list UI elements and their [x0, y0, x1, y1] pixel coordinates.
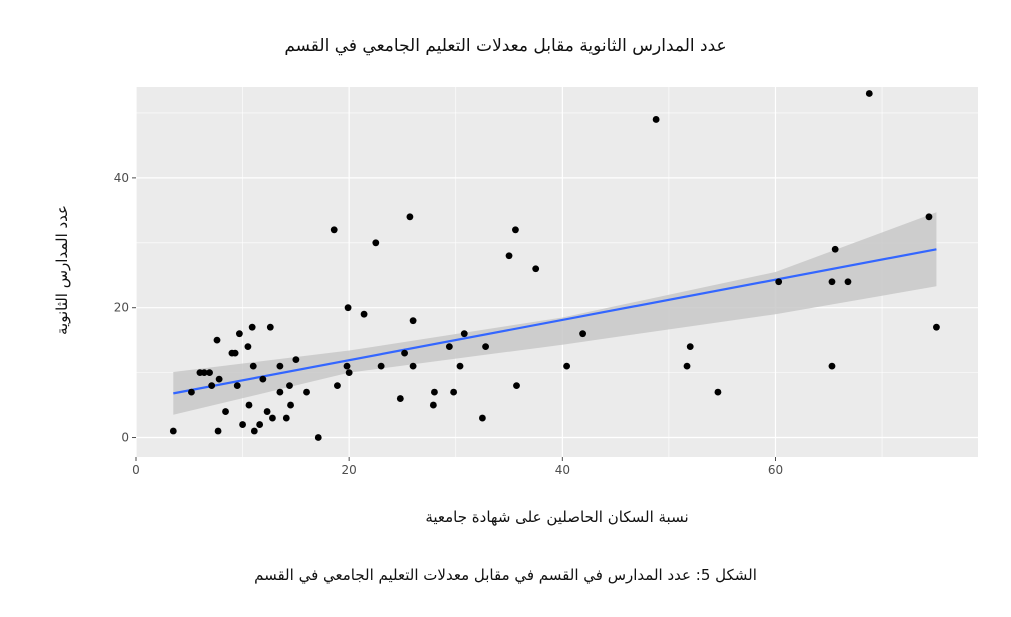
data-point	[235, 330, 243, 338]
regression-line	[173, 248, 937, 395]
data-point	[286, 382, 293, 389]
x-axis-ticks: 0 20 40 60	[132, 457, 783, 477]
data-point	[450, 388, 458, 396]
data-point	[343, 362, 351, 370]
data-point	[222, 408, 229, 415]
data-point	[248, 323, 256, 331]
data-point	[401, 349, 408, 357]
data-point	[377, 362, 385, 370]
data-point	[334, 382, 341, 389]
data-point	[652, 116, 660, 123]
data-point	[169, 427, 177, 435]
data-point	[206, 369, 213, 377]
data-point	[460, 330, 468, 338]
data-point	[714, 388, 722, 396]
data-point	[831, 245, 839, 253]
data-point	[579, 330, 586, 338]
x-axis-label: نسبة السكان الحاصلين على شهادة جامعية	[425, 508, 689, 526]
data-point	[233, 382, 241, 389]
data-point	[215, 375, 223, 383]
data-point	[282, 414, 290, 422]
data-point	[478, 414, 486, 422]
data-point	[344, 304, 352, 312]
data-point	[409, 362, 417, 370]
data-point	[429, 401, 437, 409]
data-point	[865, 90, 873, 97]
data-point	[214, 427, 222, 435]
y-tick-label: 40	[114, 171, 129, 185]
data-point	[482, 343, 489, 351]
data-point	[239, 421, 246, 428]
data-point	[345, 369, 353, 377]
data-point	[188, 388, 195, 396]
data-point	[250, 427, 258, 435]
data-point	[314, 434, 322, 441]
y-tick-label: 20	[114, 301, 129, 315]
data-point	[231, 349, 239, 357]
y-tick-label: 0	[121, 431, 129, 445]
data-point	[292, 356, 300, 364]
data-point	[259, 375, 267, 383]
x-tick-label: 0	[132, 463, 140, 477]
data-point	[287, 401, 294, 409]
data-point	[406, 213, 414, 221]
data-point	[245, 401, 253, 409]
data-point	[513, 382, 520, 389]
data-point	[828, 278, 836, 286]
data-point	[828, 362, 836, 370]
data-point	[303, 388, 310, 396]
x-tick-label: 60	[768, 463, 783, 477]
data-point	[263, 408, 271, 415]
data-point	[445, 343, 453, 351]
data-point	[505, 252, 513, 260]
data-point	[563, 362, 570, 370]
data-point	[532, 265, 540, 273]
data-point	[844, 278, 852, 286]
chart-title: عدد المدارس الثانوية مقابل معدلات التعلي…	[284, 36, 727, 56]
major-gridlines	[135, 87, 978, 457]
data-point	[431, 388, 438, 396]
data-point	[330, 226, 338, 234]
data-point	[683, 362, 691, 370]
data-point	[396, 395, 404, 402]
data-point	[686, 343, 694, 351]
y-axis-label: عدد المدارس الثانوية	[53, 204, 71, 336]
data-point	[249, 362, 257, 370]
data-point	[372, 239, 380, 247]
data-points	[169, 90, 940, 441]
data-point	[409, 317, 417, 325]
confidence-band	[173, 212, 937, 415]
data-point	[775, 278, 783, 286]
y-axis-ticks: 0 20 40	[114, 171, 136, 445]
data-point	[456, 362, 464, 370]
data-point	[276, 362, 284, 370]
data-point	[276, 388, 284, 396]
data-point	[266, 323, 274, 331]
data-point	[512, 226, 519, 234]
data-point	[360, 310, 368, 318]
data-point	[244, 343, 252, 351]
data-point	[200, 369, 208, 377]
data-point	[933, 323, 940, 331]
data-point	[213, 336, 221, 344]
data-point	[256, 421, 264, 428]
x-tick-label: 40	[555, 463, 570, 477]
data-point	[925, 213, 933, 221]
data-point	[269, 414, 276, 422]
figure-caption: الشكل 5: عدد المدارس في القسم في مقابل م…	[254, 566, 757, 584]
data-point	[208, 382, 216, 389]
x-tick-label: 20	[342, 463, 357, 477]
